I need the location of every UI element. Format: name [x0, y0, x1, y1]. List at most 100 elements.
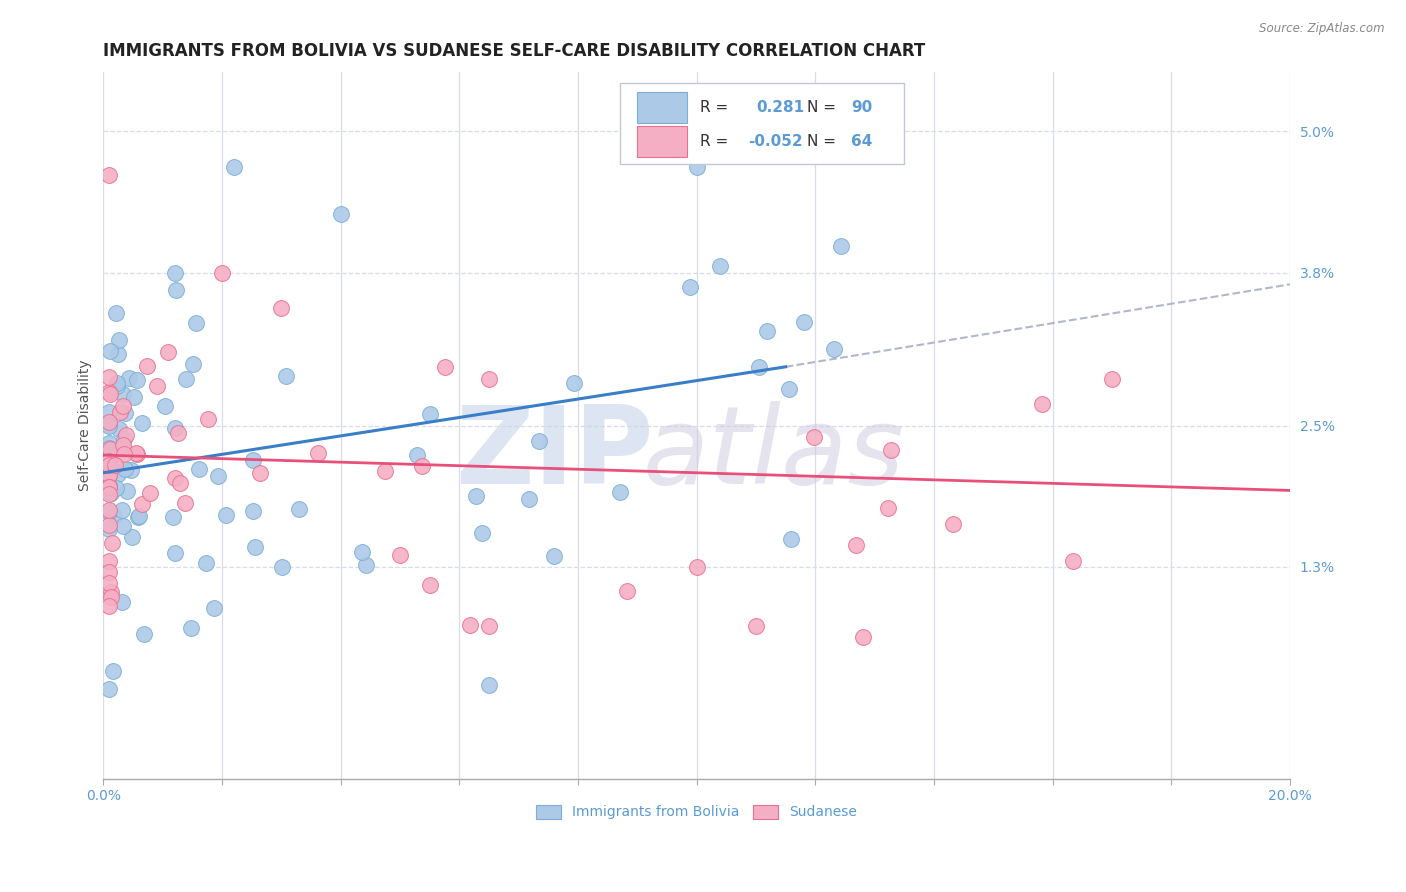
Point — [165, 546, 187, 560]
Point — [98, 576, 121, 591]
Point — [880, 442, 903, 457]
Point — [180, 621, 202, 635]
Point — [863, 101, 886, 115]
Point — [103, 508, 125, 523]
Point — [111, 595, 134, 609]
Point — [478, 678, 501, 692]
Point — [245, 540, 267, 554]
Point — [104, 481, 127, 495]
Point — [98, 467, 121, 481]
Point — [411, 459, 433, 474]
Point — [98, 405, 121, 419]
Point — [98, 553, 121, 567]
Point — [181, 358, 204, 372]
Point — [98, 385, 121, 400]
Point — [562, 376, 585, 391]
Point — [112, 438, 135, 452]
Point — [104, 306, 127, 320]
Point — [98, 415, 121, 429]
Point — [98, 505, 121, 519]
Point — [478, 371, 501, 385]
Point — [793, 315, 815, 329]
Point — [111, 386, 134, 401]
Text: 64: 64 — [851, 134, 872, 149]
Point — [1031, 397, 1053, 411]
Point — [125, 447, 148, 461]
Point — [433, 359, 456, 374]
Point — [98, 459, 121, 474]
Point — [98, 503, 121, 517]
Text: R =: R = — [700, 100, 728, 115]
Point — [120, 463, 142, 477]
Point — [163, 266, 186, 280]
Point — [131, 497, 153, 511]
Point — [830, 239, 852, 253]
Point — [98, 369, 121, 384]
Point — [111, 518, 134, 533]
Point — [98, 682, 121, 697]
Point — [121, 530, 143, 544]
Point — [108, 405, 131, 419]
Point — [215, 508, 238, 522]
Point — [111, 503, 134, 517]
Point — [112, 399, 135, 413]
Point — [748, 360, 770, 375]
Point — [125, 445, 148, 459]
Point — [138, 486, 160, 500]
Point — [98, 454, 121, 468]
Point — [877, 501, 900, 516]
Point — [685, 560, 707, 574]
Point — [98, 418, 121, 433]
Point — [288, 502, 311, 516]
Point — [165, 471, 187, 485]
Point — [108, 333, 131, 347]
Point — [517, 492, 540, 507]
Text: ZIP: ZIP — [456, 401, 654, 507]
Text: -0.052: -0.052 — [748, 134, 803, 149]
Point — [1062, 554, 1084, 568]
Point — [207, 468, 229, 483]
Point — [458, 618, 481, 632]
Point — [98, 436, 121, 450]
Text: N =: N = — [807, 100, 837, 115]
Point — [354, 558, 377, 573]
Point — [101, 665, 124, 679]
Point — [685, 160, 707, 174]
Point — [98, 599, 121, 614]
Point — [98, 565, 121, 579]
Point — [100, 536, 122, 550]
Point — [98, 387, 121, 401]
Point — [195, 556, 218, 570]
Point — [745, 619, 768, 633]
Point — [167, 426, 190, 441]
Point — [100, 485, 122, 500]
Point — [115, 427, 138, 442]
Point — [329, 207, 352, 221]
Point — [188, 462, 211, 476]
Point — [778, 383, 800, 397]
Point — [1101, 371, 1123, 385]
Point — [112, 432, 135, 446]
Point — [98, 468, 121, 483]
Point — [202, 601, 225, 615]
Point — [352, 545, 374, 559]
Point — [406, 448, 429, 462]
Point — [211, 266, 233, 280]
Point — [128, 508, 150, 523]
Point — [105, 376, 128, 391]
Point — [98, 480, 121, 494]
Point — [176, 371, 198, 385]
Point — [117, 484, 139, 499]
Point — [543, 549, 565, 563]
Point — [98, 481, 121, 495]
Point — [98, 441, 121, 455]
Point — [124, 390, 146, 404]
Point — [162, 510, 184, 524]
Point — [135, 359, 157, 373]
Point — [465, 490, 488, 504]
Point — [845, 538, 868, 552]
Point — [745, 148, 768, 162]
Point — [98, 486, 121, 500]
Point — [679, 279, 702, 293]
Bar — [637, 126, 688, 157]
